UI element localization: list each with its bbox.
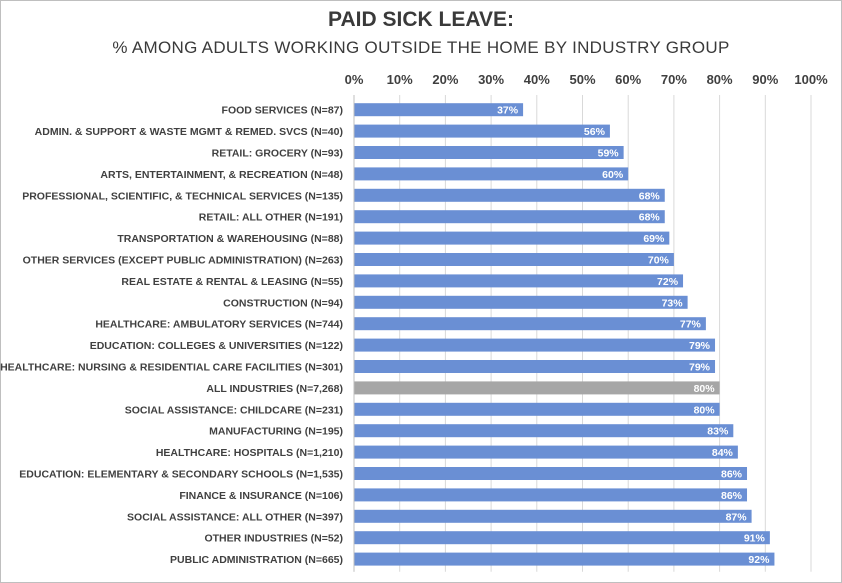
bar bbox=[354, 467, 748, 480]
category-label: SOCIAL ASSISTANCE: CHILDCARE (N=231) bbox=[125, 404, 343, 416]
data-label: 79% bbox=[689, 362, 711, 374]
data-label: 68% bbox=[639, 190, 661, 202]
data-label: 70% bbox=[648, 255, 670, 267]
bar bbox=[354, 231, 670, 245]
bar bbox=[354, 317, 706, 331]
data-label: 77% bbox=[680, 319, 702, 331]
bar bbox=[354, 338, 716, 352]
data-label: 80% bbox=[694, 404, 716, 416]
data-label: 69% bbox=[643, 233, 665, 245]
x-tick-label: 10% bbox=[387, 72, 413, 87]
data-label: 68% bbox=[639, 212, 661, 224]
category-label: FOOD SERVICES (N=87) bbox=[222, 105, 343, 117]
category-label: HEALTHCARE: AMBULATORY SERVICES (N=744) bbox=[95, 319, 343, 331]
data-label: 80% bbox=[694, 383, 716, 395]
data-label: 37% bbox=[497, 105, 519, 117]
bar bbox=[354, 124, 610, 138]
category-label: ADMIN. & SUPPORT & WASTE MGMT & REMED. S… bbox=[35, 126, 343, 138]
bar bbox=[354, 445, 738, 459]
category-label: RETAIL: GROCERY (N=93) bbox=[212, 148, 343, 160]
bar bbox=[354, 210, 665, 224]
bar bbox=[354, 531, 770, 545]
data-label: 87% bbox=[726, 511, 748, 523]
bar bbox=[354, 253, 674, 266]
bar bbox=[354, 188, 665, 202]
category-label: MANUFACTURING (N=195) bbox=[209, 426, 343, 438]
x-tick-label: 40% bbox=[524, 72, 550, 87]
x-tick-label: 50% bbox=[569, 72, 595, 87]
bar bbox=[354, 146, 624, 159]
category-label: PUBLIC ADMINISTRATION (N=665) bbox=[170, 554, 343, 566]
category-label: SOCIAL ASSISTANCE: ALL OTHER (N=397) bbox=[127, 511, 343, 523]
data-label: 86% bbox=[721, 490, 743, 502]
bar bbox=[354, 424, 734, 438]
data-label: 84% bbox=[712, 447, 734, 459]
bar bbox=[354, 360, 716, 373]
data-label: 59% bbox=[598, 148, 620, 160]
chart-title: PAID SICK LEAVE: bbox=[328, 8, 514, 31]
data-label: 83% bbox=[707, 426, 729, 438]
bar bbox=[354, 295, 688, 309]
category-label: EDUCATION: ELEMENTARY & SECONDARY SCHOOL… bbox=[19, 469, 343, 481]
category-label: FINANCE & INSURANCE (N=106) bbox=[179, 490, 343, 502]
x-tick-label: 0% bbox=[345, 72, 364, 87]
chart-subtitle: % AMONG ADULTS WORKING OUTSIDE THE HOME … bbox=[112, 38, 730, 57]
data-label: 72% bbox=[657, 276, 679, 288]
category-label: OTHER INDUSTRIES (N=52) bbox=[204, 533, 343, 545]
x-tick-label: 70% bbox=[661, 72, 687, 87]
category-label: RETAIL: ALL OTHER (N=191) bbox=[199, 212, 343, 224]
bar bbox=[354, 402, 720, 416]
category-label: REAL ESTATE & RENTAL & LEASING (N=55) bbox=[121, 276, 343, 288]
category-label: ARTS, ENTERTAINMENT, & RECREATION (N=48) bbox=[100, 169, 343, 181]
data-label: 73% bbox=[662, 297, 684, 309]
data-label: 79% bbox=[689, 340, 711, 352]
data-label: 56% bbox=[584, 126, 606, 138]
x-tick-label: 80% bbox=[707, 72, 733, 87]
x-tick-label: 20% bbox=[432, 72, 458, 87]
data-label: 86% bbox=[721, 469, 743, 481]
category-label: EDUCATION: COLLEGES & UNIVERSITIES (N=12… bbox=[90, 340, 343, 352]
bar bbox=[354, 167, 629, 181]
data-label: 92% bbox=[748, 554, 770, 566]
data-label: 60% bbox=[602, 169, 624, 181]
data-label: 91% bbox=[744, 533, 766, 545]
category-label: ALL INDUSTRIES (N=7,268) bbox=[206, 383, 343, 395]
bar bbox=[354, 103, 524, 117]
x-tick-label: 30% bbox=[478, 72, 504, 87]
bar bbox=[354, 488, 748, 502]
category-label: CONSTRUCTION (N=94) bbox=[223, 297, 343, 309]
bar bbox=[354, 381, 720, 395]
bar bbox=[354, 552, 775, 566]
bar bbox=[354, 274, 684, 288]
bar bbox=[354, 509, 752, 523]
category-label: TRANSPORTATION & WAREHOUSING (N=88) bbox=[117, 233, 343, 245]
x-tick-label: 90% bbox=[752, 72, 778, 87]
category-label: PROFESSIONAL, SCIENTIFIC, & TECHNICAL SE… bbox=[22, 190, 343, 202]
category-label: HEALTHCARE: NURSING & RESIDENTIAL CARE F… bbox=[0, 362, 343, 374]
category-label: OTHER SERVICES (EXCEPT PUBLIC ADMINISTRA… bbox=[23, 255, 343, 267]
x-tick-label: 60% bbox=[615, 72, 641, 87]
category-label: HEALTHCARE: HOSPITALS (N=1,210) bbox=[156, 447, 343, 459]
x-tick-label: 100% bbox=[794, 72, 828, 87]
